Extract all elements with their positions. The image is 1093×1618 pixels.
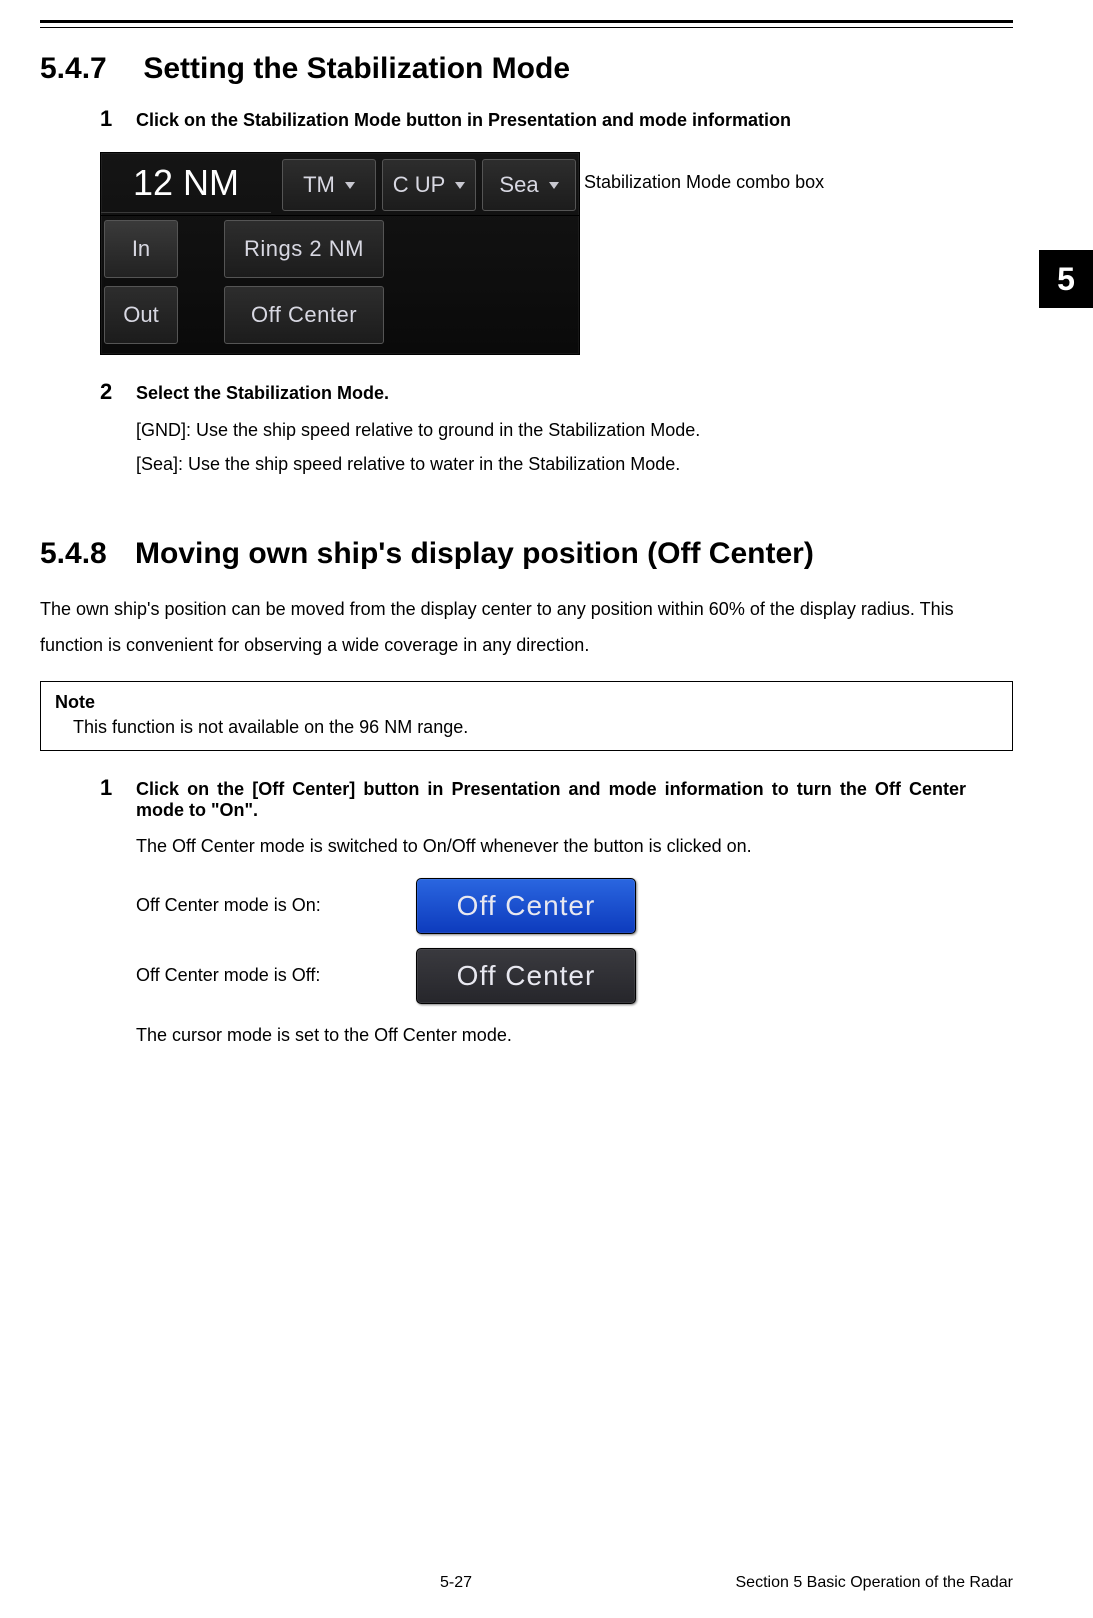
radar-panel-screenshot: 12 NM TM C UP Sea xyxy=(100,152,580,355)
rings-button[interactable]: Rings 2 NM xyxy=(224,220,384,278)
note-body: This function is not available on the 96… xyxy=(73,717,998,738)
step-title: Click on the [Off Center] button in Pres… xyxy=(136,779,966,821)
stabilization-combo[interactable]: Sea xyxy=(482,159,576,211)
off-center-button[interactable]: Off Center xyxy=(224,286,384,344)
zoom-out-label: Out xyxy=(123,302,158,328)
step-number: 1 xyxy=(100,775,136,801)
tm-combo-label: TM xyxy=(303,172,335,198)
heading-548: 5.4.8Moving own ship's display position … xyxy=(40,537,1013,571)
note-box: Note This function is not available on t… xyxy=(40,681,1013,751)
header-rule xyxy=(40,20,1013,28)
rings-label: Rings 2 NM xyxy=(244,236,364,262)
heading-547: 5.4.7 Setting the Stabilization Mode xyxy=(40,52,1013,86)
offcenter-off-label: Off Center mode is Off: xyxy=(136,958,416,992)
off-center-off-text: Off Center xyxy=(457,949,596,1002)
range-display: 12 NM xyxy=(101,153,271,213)
off-center-button-off-example: Off Center xyxy=(416,948,636,1004)
footer-section-label: Section 5 Basic Operation of the Radar xyxy=(736,1574,1014,1592)
intro-paragraph: The own ship's position can be moved fro… xyxy=(40,591,1013,663)
off-center-button-on-example: Off Center xyxy=(416,878,636,934)
tm-combo[interactable]: TM xyxy=(282,159,376,211)
chevron-down-icon xyxy=(549,182,559,189)
zoom-in-label: In xyxy=(132,236,150,262)
chapter-tab: 5 xyxy=(1039,250,1093,308)
step-number: 1 xyxy=(100,106,136,132)
chevron-down-icon xyxy=(345,182,355,189)
page-footer: 5-27 Section 5 Basic Operation of the Ra… xyxy=(0,1574,1093,1592)
stabilization-combo-label: Sea xyxy=(499,172,538,198)
step-547-2: 2 Select the Stabilization Mode. xyxy=(100,379,1013,405)
step-title: Select the Stabilization Mode. xyxy=(136,383,389,404)
step-548-1: 1 Click on the [Off Center] button in Pr… xyxy=(100,775,1013,821)
bearing-combo-label: C UP xyxy=(393,172,446,198)
heading-548-title: Moving own ship's display position (Off … xyxy=(135,537,814,570)
offcenter-on-label: Off Center mode is On: xyxy=(136,888,416,922)
step-body-line: [GND]: Use the ship speed relative to gr… xyxy=(136,413,1013,447)
step-body-line: The cursor mode is set to the Off Center… xyxy=(136,1018,1013,1052)
heading-547-number: 5.4.7 xyxy=(40,52,135,86)
off-center-on-text: Off Center xyxy=(457,879,596,932)
step-547-1: 1 Click on the Stabilization Mode button… xyxy=(100,106,1013,132)
bearing-combo[interactable]: C UP xyxy=(382,159,476,211)
off-center-label: Off Center xyxy=(251,302,357,328)
step-body-line: [Sea]: Use the ship speed relative to wa… xyxy=(136,447,1013,481)
page-number: 5-27 xyxy=(440,1574,472,1592)
step-body-line: The Off Center mode is switched to On/Of… xyxy=(136,829,1013,863)
step-number: 2 xyxy=(100,379,136,405)
zoom-in-button[interactable]: In xyxy=(104,220,178,278)
callout: Stabilization Mode combo box xyxy=(576,172,824,193)
heading-548-number: 5.4.8 xyxy=(40,537,135,571)
step-title: Click on the Stabilization Mode button i… xyxy=(136,110,791,131)
callout-label: Stabilization Mode combo box xyxy=(584,172,824,193)
chevron-down-icon xyxy=(455,182,465,189)
heading-547-title: Setting the Stabilization Mode xyxy=(143,52,570,85)
chapter-tab-number: 5 xyxy=(1057,261,1075,298)
zoom-out-button[interactable]: Out xyxy=(104,286,178,344)
note-title: Note xyxy=(55,692,998,713)
